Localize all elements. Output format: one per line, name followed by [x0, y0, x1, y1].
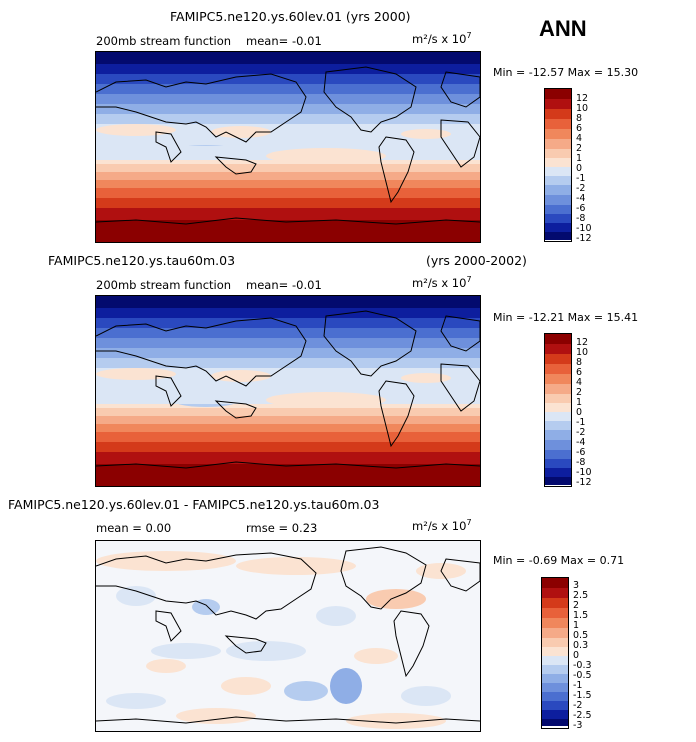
- panel2-map: [95, 295, 481, 487]
- panel1-field: 200mb stream function: [96, 34, 232, 48]
- cbar-label: -10: [576, 467, 592, 478]
- cbar-label: 2.5: [573, 590, 589, 601]
- cbar-label: -8: [576, 213, 586, 224]
- cbar-label: 6: [576, 367, 583, 378]
- cbar-label: 6: [576, 123, 583, 134]
- cbar-label: -3: [573, 720, 583, 731]
- cbar-label: 0.5: [573, 630, 589, 641]
- cbar-label: -2: [576, 183, 586, 194]
- panel1-mean: -0.01: [292, 34, 322, 48]
- cbar-label: -6: [576, 447, 586, 458]
- panel1-colorbar: [544, 88, 572, 242]
- cbar-label: 8: [576, 113, 583, 124]
- panel3-minmax: Min = -0.69 Max = 0.71: [493, 554, 625, 567]
- panel1-title: FAMIPC5.ne120.ys.60lev.01 (yrs 2000): [170, 9, 411, 24]
- cbar-label: 4: [576, 377, 583, 388]
- cbar-label: 10: [576, 103, 589, 114]
- cbar-label: -1.5: [573, 690, 592, 701]
- cbar-label: -12: [576, 233, 592, 244]
- panel2-minmax: Min = -12.21 Max = 15.41: [493, 311, 639, 324]
- cbar-label: 8: [576, 357, 583, 368]
- cbar-label: -1: [576, 417, 586, 428]
- panel3-units: m²/s x 107: [412, 518, 472, 533]
- cbar-label: 12: [576, 337, 589, 348]
- panel1-colorbar-labels: 12 10 8 6 4 2 1 0 -1 -2 -4 -6 -8 -10 -12: [576, 93, 606, 244]
- panel1-mean-label: mean=: [246, 34, 289, 48]
- cbar-label: -2.5: [573, 710, 592, 721]
- cbar-label: -2: [576, 427, 586, 438]
- panel2-mean-label: mean=: [246, 278, 289, 292]
- cbar-label: 4: [576, 133, 583, 144]
- panel2-mean: -0.01: [292, 278, 322, 292]
- cbar-label: -1: [573, 680, 583, 691]
- panel2-units: m²/s x 107: [412, 275, 472, 290]
- cbar-label: 0.3: [573, 640, 589, 651]
- panel3-title: FAMIPC5.ne120.ys.60lev.01 - FAMIPC5.ne12…: [8, 497, 380, 512]
- cbar-label: -0.5: [573, 670, 592, 681]
- panel2-colorbar: [544, 333, 572, 487]
- panel3-colorbar: [541, 577, 569, 729]
- panel2-years: (yrs 2000-2002): [426, 253, 527, 268]
- panel1-map: [95, 51, 481, 243]
- panel1-units: m²/s x 107: [412, 31, 472, 46]
- cbar-label: 0: [573, 650, 580, 661]
- cbar-label: -4: [576, 193, 586, 204]
- panel3-map: [95, 540, 481, 732]
- cbar-label: 12: [576, 93, 589, 104]
- cbar-label: -8: [576, 457, 586, 468]
- panel3-rmse: rmse = 0.23: [246, 521, 318, 535]
- cbar-label: 0: [576, 407, 583, 418]
- cbar-label: -10: [576, 223, 592, 234]
- panel1-minmax: Min = -12.57 Max = 15.30: [493, 66, 639, 79]
- cbar-label: -1: [576, 173, 586, 184]
- cbar-label: 2: [573, 600, 580, 611]
- cbar-label: 1: [576, 397, 583, 408]
- panel2-field: 200mb stream function: [96, 278, 232, 292]
- cbar-label: 1: [573, 620, 580, 631]
- panel2-title: FAMIPC5.ne120.ys.tau60m.03: [48, 253, 236, 268]
- cbar-label: -0.3: [573, 660, 592, 671]
- cbar-label: 2: [576, 387, 583, 398]
- cbar-label: 10: [576, 347, 589, 358]
- cbar-label: 2: [576, 143, 583, 154]
- cbar-label: -6: [576, 203, 586, 214]
- cbar-label: -12: [576, 477, 592, 488]
- cbar-label: 1: [576, 153, 583, 164]
- cbar-label: -2: [573, 700, 583, 711]
- panel3-colorbar-labels: 3 2.5 2 1.5 1 0.5 0.3 0 -0.3 -0.5 -1 -1.…: [573, 580, 607, 731]
- cbar-label: 0: [576, 163, 583, 174]
- cbar-label: -4: [576, 437, 586, 448]
- cbar-label: 1.5: [573, 610, 589, 621]
- season-label: ANN: [539, 16, 587, 41]
- cbar-label: 3: [573, 580, 580, 591]
- panel2-colorbar-labels: 12 10 8 6 4 2 1 0 -1 -2 -4 -6 -8 -10 -12: [576, 337, 606, 488]
- panel3-mean: mean = 0.00: [96, 521, 172, 535]
